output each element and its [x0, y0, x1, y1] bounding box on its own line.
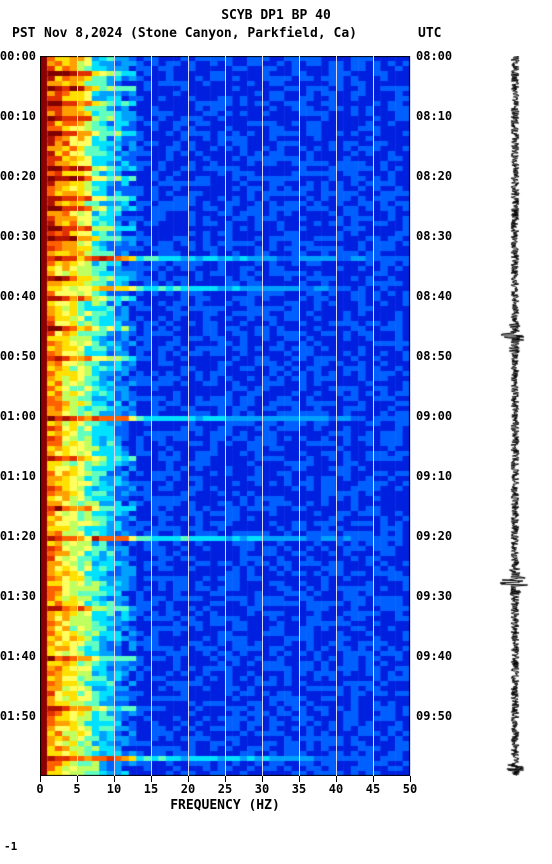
y-left-tick: 00:10	[0, 109, 36, 123]
y-left-tick: 00:20	[0, 169, 36, 183]
y-right-tick: 08:00	[416, 49, 452, 63]
y-right-tick: 09:50	[416, 709, 452, 723]
y-left-tick: 01:30	[0, 589, 36, 603]
y-right-tick: 08:20	[416, 169, 452, 183]
y-left-tick: 00:00	[0, 49, 36, 63]
y-left-tick: 00:40	[0, 289, 36, 303]
y-right-tick: 08:40	[416, 289, 452, 303]
spectrogram-plot	[40, 56, 410, 776]
location-label: (Stone Canyon, Parkfield, Ca)	[130, 26, 357, 41]
x-tick: 5	[73, 782, 80, 796]
x-tick: 35	[292, 782, 306, 796]
gridline	[114, 56, 115, 776]
gridline	[225, 56, 226, 776]
y-axis-left-ticks: 00:0000:1000:2000:3000:4000:5001:0001:10…	[0, 56, 38, 776]
gridline	[262, 56, 263, 776]
x-tick: 30	[255, 782, 269, 796]
utc-label: UTC	[418, 26, 441, 41]
y-right-tick: 09:00	[416, 409, 452, 423]
seismogram-canvas	[498, 56, 532, 776]
gridline	[299, 56, 300, 776]
y-left-tick: 00:30	[0, 229, 36, 243]
y-left-tick: 01:50	[0, 709, 36, 723]
y-left-tick: 00:50	[0, 349, 36, 363]
y-right-tick: 09:10	[416, 469, 452, 483]
y-right-tick: 09:30	[416, 589, 452, 603]
y-right-tick: 08:50	[416, 349, 452, 363]
gridline	[77, 56, 78, 776]
pst-label: PST	[12, 26, 35, 41]
y-left-tick: 01:40	[0, 649, 36, 663]
chart-title: SCYB DP1 BP 40	[0, 8, 552, 23]
x-tick: 50	[403, 782, 417, 796]
x-tick: 25	[218, 782, 232, 796]
y-right-tick: 09:20	[416, 529, 452, 543]
x-tick: 40	[329, 782, 343, 796]
x-tick: 20	[181, 782, 195, 796]
y-left-tick: 01:10	[0, 469, 36, 483]
date-label: Nov 8,2024	[44, 26, 122, 41]
x-axis-label: FREQUENCY (HZ)	[40, 798, 410, 813]
gridline	[336, 56, 337, 776]
corner-mark: -1	[4, 840, 17, 853]
x-tick: 45	[366, 782, 380, 796]
x-tick: 15	[144, 782, 158, 796]
x-tick: 0	[36, 782, 43, 796]
gridline	[373, 56, 374, 776]
y-left-tick: 01:20	[0, 529, 36, 543]
y-left-tick: 01:00	[0, 409, 36, 423]
x-tick: 10	[107, 782, 121, 796]
y-right-tick: 08:10	[416, 109, 452, 123]
gridline	[188, 56, 189, 776]
gridline	[151, 56, 152, 776]
y-right-tick: 09:40	[416, 649, 452, 663]
y-right-tick: 08:30	[416, 229, 452, 243]
gridline	[410, 56, 411, 776]
seismogram-plot	[498, 56, 532, 776]
y-axis-right-ticks: 08:0008:1008:2008:3008:4008:5009:0009:10…	[416, 56, 466, 776]
